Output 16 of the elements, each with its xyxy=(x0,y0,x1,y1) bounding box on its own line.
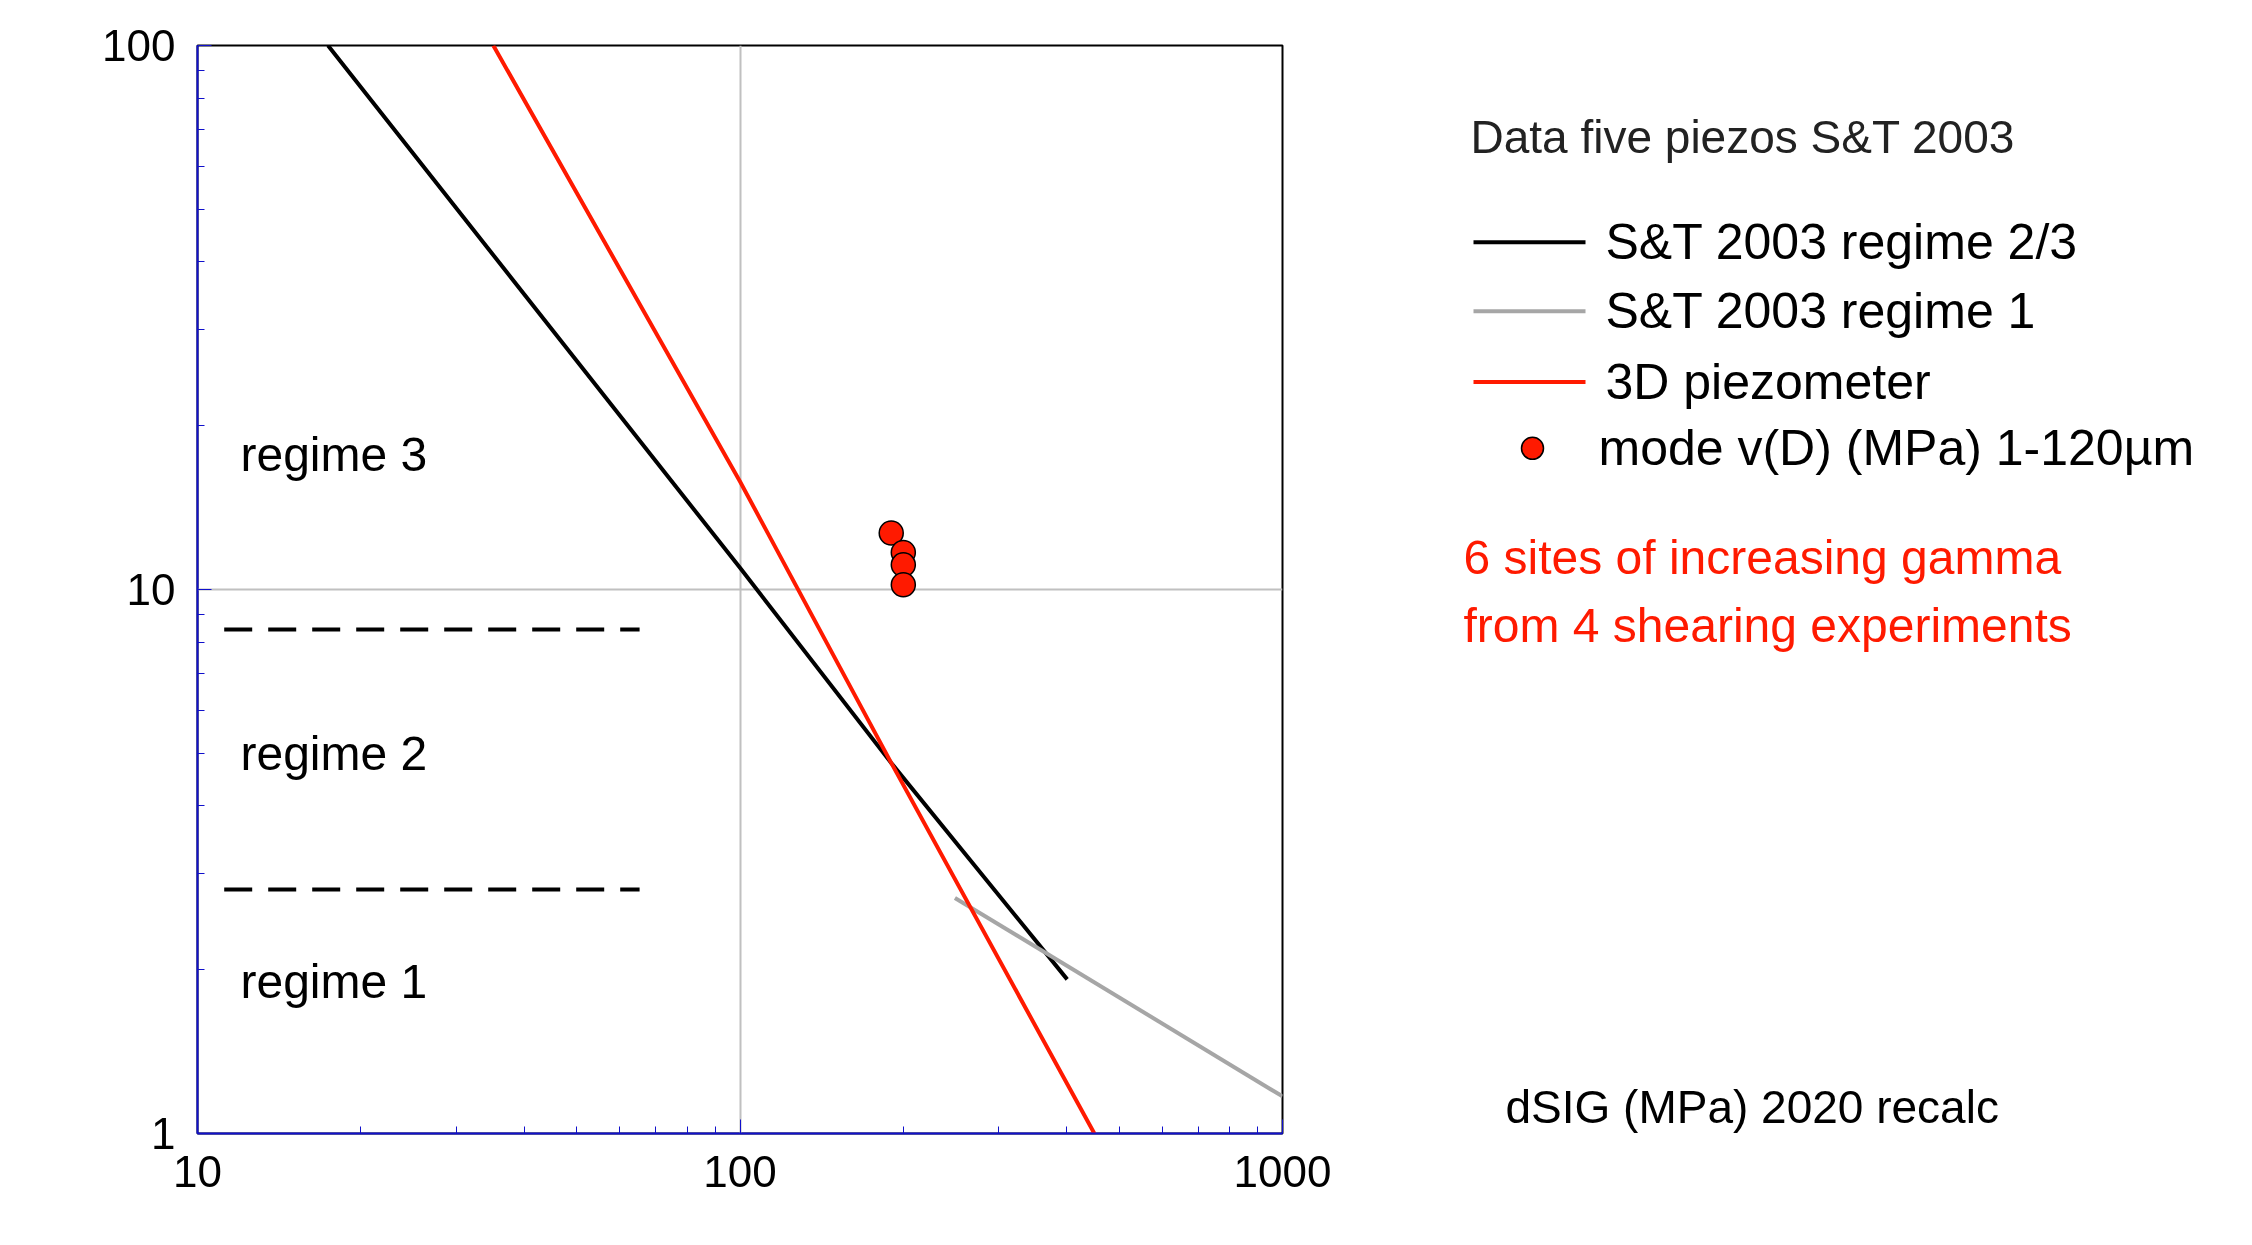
legend-title: Data five piezos S&T 2003 xyxy=(1470,111,2015,164)
x-tick-label: 1000 xyxy=(1233,1146,1332,1196)
y-tick-label: 100 xyxy=(102,21,176,70)
y-tick-label: 1 xyxy=(151,1109,176,1158)
x-axis-title: dSIG (MPa) 2020 recalc xyxy=(1505,1081,1999,1134)
annotation: regime 3 xyxy=(240,428,428,482)
x-tick-label: 100 xyxy=(703,1146,777,1196)
legend-label: 3D piezometer xyxy=(1605,353,1931,410)
x-tick-label: 10 xyxy=(173,1146,222,1196)
legend-label: S&T 2003 regime 1 xyxy=(1605,283,2036,340)
annotation: regime 1 xyxy=(240,955,428,1009)
text: 6 sites of increasing gamma from 4 shearing experiments xyxy=(1463,530,2072,653)
legend-label: mode v(D) (MPa) 1-120µm xyxy=(1598,420,2195,477)
annotation: regime 2 xyxy=(240,726,428,780)
y-tick-label: 10 xyxy=(126,565,176,614)
legend-label: S&T 2003 regime 2/3 xyxy=(1605,214,2078,271)
